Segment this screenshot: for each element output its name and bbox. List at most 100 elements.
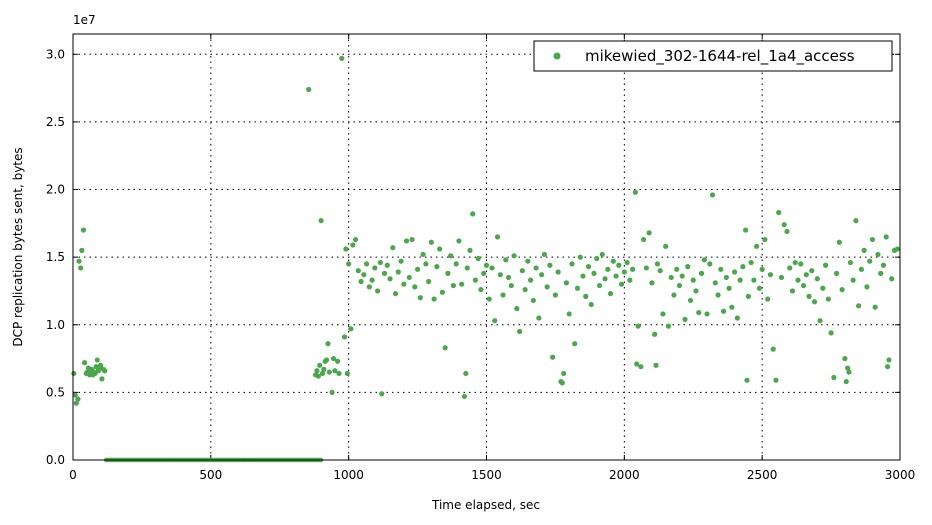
- data-point: [732, 269, 738, 275]
- data-point: [463, 370, 469, 377]
- data-point: [329, 389, 335, 395]
- data-point: [315, 373, 321, 379]
- data-point: [336, 370, 342, 377]
- data-point: [654, 261, 661, 267]
- data-point: [536, 315, 542, 321]
- data-point: [583, 293, 589, 299]
- data-point: [431, 296, 437, 302]
- data-point: [743, 227, 749, 233]
- x-tick-label: 0: [69, 468, 77, 482]
- data-point: [843, 378, 849, 385]
- data-point: [384, 262, 390, 268]
- data-point: [762, 236, 768, 243]
- data-point: [883, 234, 889, 240]
- data-point: [324, 357, 330, 363]
- data-point: [343, 246, 349, 252]
- data-point: [500, 292, 506, 298]
- data-point: [803, 272, 809, 278]
- data-point: [846, 369, 852, 375]
- data-point: [822, 262, 829, 268]
- data-point: [685, 264, 691, 270]
- data-point: [379, 391, 385, 397]
- data-point: [723, 274, 729, 281]
- y-tick-label: 0.5: [46, 385, 65, 399]
- data-point: [401, 281, 407, 287]
- y-offset-text: 1e7: [73, 13, 96, 27]
- data-point: [607, 291, 614, 297]
- data-point: [756, 285, 763, 291]
- data-point: [366, 284, 372, 290]
- data-point: [734, 315, 740, 321]
- data-point: [344, 370, 350, 377]
- grid-lines: [73, 34, 900, 460]
- data-point: [632, 189, 638, 195]
- data-point: [414, 266, 421, 272]
- data-point: [522, 287, 528, 293]
- data-point: [81, 360, 88, 366]
- data-point: [390, 245, 396, 251]
- data-point: [78, 265, 84, 271]
- y-tick-label: 1.5: [46, 250, 65, 264]
- data-point: [72, 392, 78, 398]
- x-tick-label: 1000: [333, 468, 364, 482]
- data-point: [381, 270, 388, 276]
- legend-marker: [553, 52, 561, 60]
- data-point: [552, 292, 559, 298]
- data-point: [321, 366, 327, 372]
- data-point: [605, 266, 611, 272]
- data-point: [787, 265, 793, 271]
- data-point: [530, 297, 536, 304]
- data-point: [663, 243, 669, 249]
- data-point: [795, 277, 801, 283]
- data-point: [566, 311, 572, 317]
- data-point: [842, 355, 848, 362]
- data-point: [339, 55, 345, 61]
- data-point: [497, 272, 503, 278]
- data-point: [778, 274, 785, 281]
- data-point: [563, 280, 570, 286]
- data-point: [528, 277, 534, 283]
- data-point: [456, 238, 462, 244]
- x-tick-labels: 0 500 1000 1500 2000 2500 3000: [69, 468, 915, 482]
- data-point: [358, 278, 364, 285]
- data-point: [864, 284, 870, 290]
- data-point: [398, 258, 404, 264]
- y-tick-label: 0.0: [46, 453, 65, 467]
- data-point: [630, 266, 636, 272]
- plot-frame: [72, 33, 901, 461]
- data-point: [831, 374, 837, 381]
- data-point: [519, 268, 525, 274]
- data-point: [448, 253, 454, 259]
- data-point: [665, 323, 672, 329]
- data-point: [363, 261, 370, 267]
- data-point: [599, 251, 605, 258]
- data-point: [71, 370, 77, 377]
- data-point: [483, 262, 490, 268]
- data-points: [71, 55, 900, 463]
- data-point: [814, 276, 820, 282]
- data-point: [494, 234, 501, 240]
- data-point: [555, 269, 561, 275]
- data-point: [481, 270, 487, 276]
- data-point: [439, 289, 445, 295]
- data-point: [314, 368, 320, 374]
- data-point: [627, 277, 633, 283]
- data-point: [478, 287, 484, 293]
- data-point: [437, 246, 443, 252]
- data-point: [588, 301, 594, 308]
- data-point: [472, 277, 479, 283]
- plot-area: [73, 34, 900, 460]
- data-point: [361, 272, 367, 278]
- data-point: [489, 265, 495, 271]
- data-point: [450, 282, 457, 289]
- data-point: [720, 308, 727, 314]
- data-point: [754, 243, 760, 249]
- data-point: [346, 261, 352, 267]
- data-point: [709, 192, 716, 198]
- data-point: [412, 284, 418, 290]
- data-point: [674, 266, 680, 272]
- data-point: [428, 239, 434, 245]
- data-point: [679, 273, 685, 279]
- data-point: [649, 280, 655, 286]
